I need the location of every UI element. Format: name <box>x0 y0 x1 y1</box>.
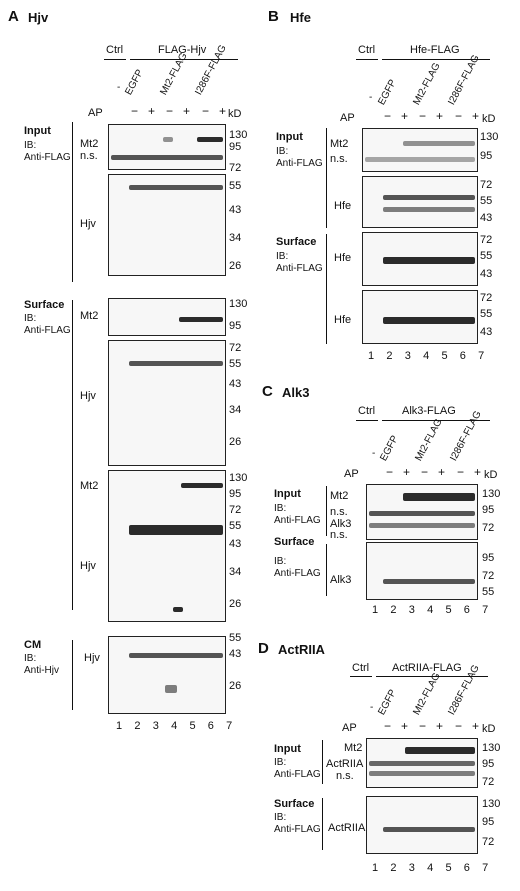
a-lane-numbers: 1 2 3 4 5 6 7 <box>116 720 233 732</box>
panel-d-title: ActRIIA <box>278 642 325 657</box>
b-input-blot2 <box>362 176 478 228</box>
b-input-blot1 <box>362 128 478 172</box>
a-ib2: IB: <box>24 313 37 324</box>
a-mt2-3: Mt2 <box>80 480 99 492</box>
a-input-blot2 <box>108 174 226 276</box>
a-hjv-3: Hjv <box>80 560 96 572</box>
a-ib: IB: <box>24 140 37 151</box>
ctrl-label: Ctrl <box>106 44 124 56</box>
ap-label: AP <box>88 107 103 119</box>
a-antihjv: Anti-Hjv <box>24 665 60 676</box>
b-surface-blot2 <box>362 290 478 344</box>
a-input-label: Input <box>24 125 51 137</box>
panel-a-label: A <box>8 8 19 25</box>
a-mt2: Mt2 <box>80 138 99 150</box>
b-surface-blot1 <box>362 232 478 286</box>
lane1-dash: - <box>117 82 121 93</box>
construct-label: FLAG-Hjv <box>158 44 207 56</box>
d-lane-numbers: 1 2 3 4 5 6 7 <box>372 862 489 874</box>
panel-b-title: Hfe <box>290 10 311 25</box>
panel-b-label: B <box>268 8 279 25</box>
b-ctrl: Ctrl <box>358 44 376 56</box>
a-mt2-2: Mt2 <box>80 310 99 322</box>
a-ib3: IB: <box>24 653 37 664</box>
c-lane-numbers: 1 2 3 4 5 6 7 <box>372 604 489 616</box>
a-surface-blot2 <box>108 340 226 466</box>
a-input-blot1 <box>108 124 226 170</box>
panel-a-title: Hjv <box>28 10 49 25</box>
b-lane-numbers: 1 2 3 4 5 6 7 <box>368 350 485 362</box>
a-ns: n.s. <box>80 150 98 162</box>
b-construct: Hfe-FLAG <box>410 44 460 56</box>
d-input-blot <box>366 738 478 788</box>
d-surface-blot <box>366 796 478 854</box>
panel-d-label: D <box>258 640 269 657</box>
a-cm-blot <box>108 636 226 714</box>
a-hjv-2: Hjv <box>80 390 96 402</box>
a-hjv: Hjv <box>80 218 96 230</box>
a-surface-blot3 <box>108 470 226 622</box>
a-hjv-4: Hjv <box>84 652 100 664</box>
c-input-blot <box>366 484 478 540</box>
a-surface-blot1 <box>108 298 226 336</box>
egfp-label: EGFP <box>123 67 146 97</box>
a-surface-label: Surface <box>24 299 65 311</box>
c-surface-blot <box>366 542 478 600</box>
mt2-label: Mt2-FLAG <box>158 51 190 97</box>
panel-c-label: C <box>262 383 273 400</box>
a-antiflag2: Anti-FLAG <box>24 325 71 336</box>
a-antiflag: Anti-FLAG <box>24 152 71 163</box>
kd-label: kD <box>228 108 242 120</box>
panel-c-title: Alk3 <box>282 385 310 400</box>
a-cm-label: CM <box>24 639 42 651</box>
